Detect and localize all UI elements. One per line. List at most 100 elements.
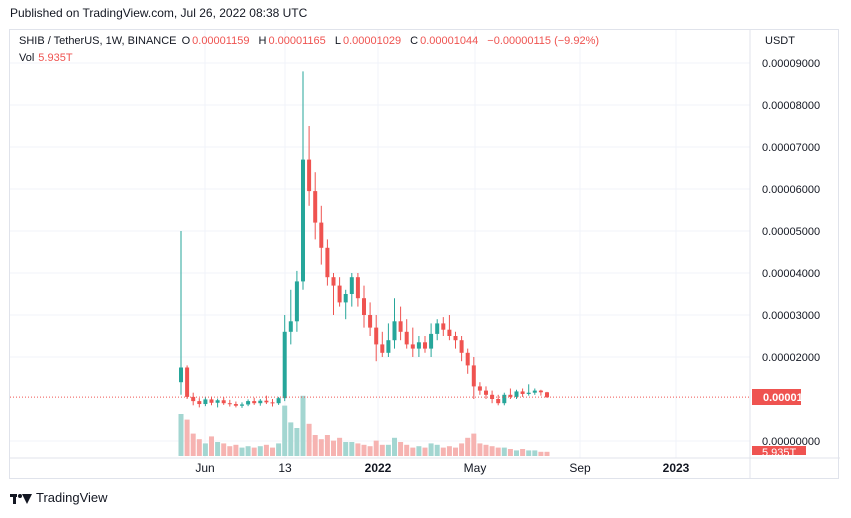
- volume-bar: [184, 419, 190, 456]
- footer-brand[interactable]: TradingView: [10, 490, 108, 505]
- candle-body: [276, 398, 281, 404]
- candle-body: [209, 399, 214, 403]
- candle-body: [514, 391, 519, 397]
- close-label: C: [410, 35, 419, 47]
- candle-body: [459, 340, 464, 353]
- volume-bar: [459, 443, 465, 456]
- price-axis[interactable]: 0.00009000 0.00008000 0.00007000 0.00006000…: [749, 30, 820, 479]
- volume-bar: [385, 444, 391, 456]
- price-tick-label: 0.00008000: [762, 100, 820, 112]
- grid: [10, 30, 750, 458]
- volume-bar: [465, 437, 471, 456]
- volume-bar: [367, 446, 373, 456]
- volume-bar: [251, 447, 257, 456]
- candle-body: [197, 401, 202, 405]
- last-volume-label-bg: [752, 446, 806, 455]
- currency-label[interactable]: USDT: [765, 35, 795, 47]
- candle-body: [502, 394, 507, 404]
- volume-bar: [196, 439, 202, 456]
- volume-bar: [404, 444, 410, 456]
- candle-body: [532, 390, 537, 393]
- open-value: 0.00001159: [192, 35, 250, 47]
- volume-legend: Vol 5.935T: [19, 52, 73, 64]
- candle-body: [355, 277, 360, 299]
- time-tick-label: May: [464, 461, 487, 475]
- candles: [179, 71, 549, 408]
- candle-body: [496, 399, 501, 404]
- candle-body: [246, 401, 251, 405]
- candle-body: [179, 367, 183, 383]
- candle-body: [282, 331, 287, 399]
- candle-body: [520, 391, 525, 394]
- volume-bar: [221, 443, 227, 456]
- candle-body: [227, 403, 232, 405]
- candle-body: [270, 402, 275, 404]
- volume-bar: [440, 447, 446, 456]
- candle-body: [545, 392, 549, 398]
- brand-name: TradingView: [36, 490, 108, 505]
- candle-body: [337, 285, 342, 303]
- price-tick-label: 0.00000000: [762, 436, 820, 448]
- candle-body: [398, 321, 403, 332]
- last-price-label: 0.00001044: [763, 392, 822, 404]
- candle-body: [325, 247, 330, 278]
- candle-body: [471, 365, 476, 387]
- candle-body: [416, 342, 421, 349]
- price-tick-label: 0.00007000: [762, 142, 820, 154]
- candle-body: [374, 327, 379, 345]
- volume-bar: [294, 428, 300, 456]
- candle-body: [386, 340, 391, 353]
- volume-value: 5.935T: [38, 52, 73, 64]
- volume-bar: [227, 446, 233, 456]
- candle-body: [380, 344, 385, 353]
- time-tick-label: Jun: [195, 461, 214, 475]
- volume-bar: [373, 440, 379, 456]
- volume-bar: [392, 437, 397, 456]
- time-tick-label: Sep: [569, 461, 591, 475]
- volume-bar: [190, 433, 196, 456]
- symbol-title[interactable]: SHIB / TetherUS, 1W, BINANCE: [19, 35, 177, 47]
- volume-bar: [544, 451, 550, 456]
- volume-bar: [355, 443, 361, 456]
- last-price-label-bg: [752, 389, 801, 405]
- candle-body: [368, 315, 373, 328]
- price-tick-label: 0.00006000: [762, 184, 820, 196]
- volume-bar: [520, 449, 526, 456]
- volume-bar: [471, 433, 477, 456]
- volume-bar: [312, 435, 318, 456]
- volume-bar: [514, 450, 519, 456]
- price-tick-label: 0.00005000: [762, 226, 820, 238]
- volume-bar: [422, 447, 428, 456]
- high-value: 0.00001165: [268, 35, 326, 47]
- candle-body: [331, 277, 336, 286]
- volume-bar: [477, 443, 483, 456]
- volume-bar: [489, 446, 495, 456]
- open-label: O: [181, 35, 191, 47]
- candle-body: [294, 281, 299, 322]
- candle-body: [288, 321, 293, 332]
- volume-bar: [507, 449, 513, 456]
- time-axis[interactable]: Jun 13 2022 May Sep 2023: [10, 457, 840, 475]
- volume-bar: [501, 447, 507, 456]
- candle-body: [404, 331, 409, 345]
- volume-bar: [257, 446, 263, 456]
- volume-bar: [526, 450, 532, 456]
- published-note: Published on TradingView.com, Jul 26, 20…: [10, 6, 308, 20]
- candle-body: [453, 336, 458, 341]
- volume-bar: [343, 442, 349, 456]
- candle-body: [423, 342, 427, 349]
- volume-bar: [318, 439, 324, 456]
- volume-label[interactable]: Vol: [19, 52, 35, 64]
- volume-bar: [178, 414, 184, 456]
- candle-body: [538, 390, 543, 393]
- candle-body: [362, 298, 366, 315]
- candle-body: [429, 333, 434, 349]
- volume-bar: [202, 443, 208, 456]
- volume-bar: [434, 444, 440, 456]
- ohlc-legend: SHIB / TetherUS, 1W, BINANCE O 0.00001159…: [19, 35, 605, 47]
- volume-bar: [209, 436, 214, 456]
- candle-body: [313, 191, 318, 223]
- candle-body: [233, 404, 238, 406]
- candle-body: [447, 329, 452, 336]
